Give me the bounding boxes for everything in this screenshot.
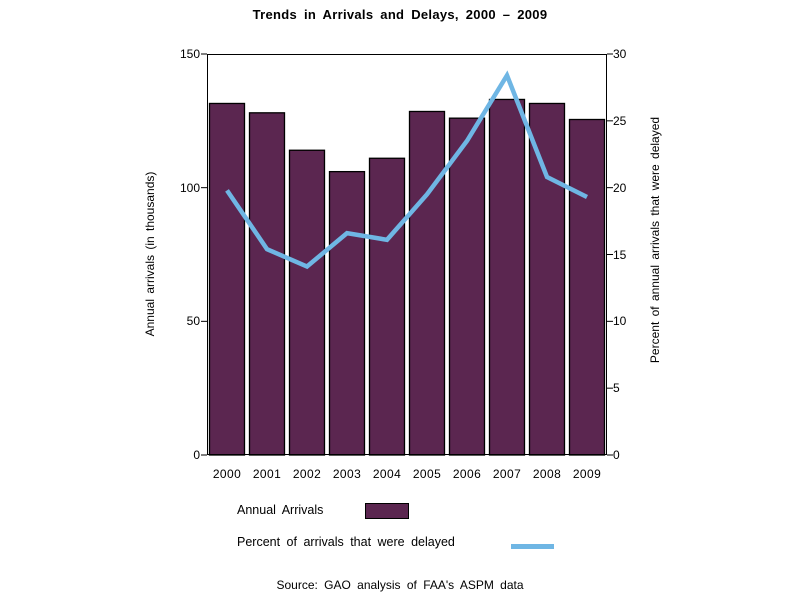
bar-2001 — [248, 112, 286, 456]
right-axis-tick-label: 30 — [613, 47, 627, 61]
right-axis-tick-label: 5 — [613, 381, 620, 396]
bar-2008 — [528, 102, 566, 456]
right-axis-tick-label: 20 — [613, 180, 627, 195]
x-axis-label-2006: 2006 — [452, 467, 482, 481]
legend-bar-label: Annual Arrivals — [237, 503, 324, 517]
x-axis-label-2003: 2003 — [332, 467, 362, 481]
bar-2004 — [368, 157, 406, 456]
bar-2003 — [328, 170, 366, 456]
right-axis-tick-label: 15 — [613, 247, 627, 262]
x-axis-label-2004: 2004 — [372, 467, 402, 481]
legend-bar-swatch — [365, 503, 409, 519]
legend-line-label: Percent of arrivals that were delayed — [237, 535, 455, 549]
source-note: Source: GAO analysis of FAA's ASPM data — [276, 578, 524, 592]
x-axis-label-2001: 2001 — [252, 467, 282, 481]
bar-2000 — [208, 102, 246, 456]
left-axis-tick-label: 150 — [179, 47, 200, 61]
bar-2006 — [448, 117, 486, 456]
plot-frame — [207, 54, 607, 455]
x-axis-label-2002: 2002 — [292, 467, 322, 481]
bar-2005 — [408, 110, 446, 456]
x-axis-label-2007: 2007 — [492, 467, 522, 481]
left-axis-tick-label: 50 — [186, 314, 200, 329]
left-axis-tick-label: 0 — [193, 448, 200, 462]
right-axis-tick-label: 10 — [613, 314, 627, 329]
chart-title: Trends in Arrivals and Delays, 2000 – 20… — [252, 7, 548, 22]
bar-2002 — [288, 149, 326, 456]
x-axis-label-2008: 2008 — [532, 467, 562, 481]
x-axis-label-2005: 2005 — [412, 467, 442, 481]
plot-area — [201, 53, 613, 456]
x-axis-label-2009: 2009 — [572, 467, 602, 481]
right-axis-tick-label: 25 — [613, 113, 627, 128]
bar-2007 — [488, 98, 526, 456]
right-axis-tick-label: 0 — [613, 448, 620, 462]
legend-line-swatch — [511, 544, 554, 549]
x-axis-label-2000: 2000 — [212, 467, 242, 481]
left-axis-title: Annual arrivals (in thousands) — [143, 171, 157, 337]
bar-2009 — [568, 118, 606, 456]
delay-line — [225, 70, 589, 270]
left-axis-tick-label: 100 — [179, 180, 200, 195]
